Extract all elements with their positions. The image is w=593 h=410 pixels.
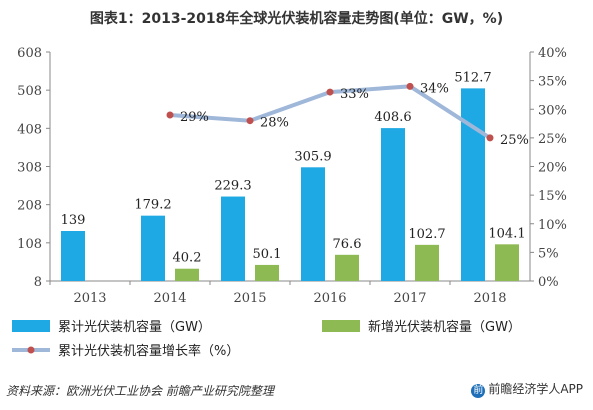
bar-new <box>255 264 279 281</box>
y-left-tick-label: 108 <box>17 237 42 252</box>
data-label-growth: 29% <box>180 110 209 125</box>
growth-point <box>406 82 414 90</box>
bar-cumulative <box>61 231 85 281</box>
y-left-tick-label: 208 <box>17 199 42 214</box>
legend: 累计光伏装机容量（GW） 新增光伏装机容量（GW） 累计光伏装机容量增长率（%） <box>12 319 521 359</box>
brand-text: 前瞻经济学人APP <box>488 382 583 396</box>
bar-new <box>415 244 439 281</box>
growth-point <box>486 134 494 142</box>
growth-point <box>246 117 254 125</box>
y-right-tick-label: 30% <box>538 103 567 118</box>
y-right-tick-label: 5% <box>538 246 559 261</box>
x-tick-label: 2017 <box>393 291 426 306</box>
y-left-tick-label: 308 <box>17 161 42 176</box>
data-label-growth: 34% <box>420 81 449 96</box>
data-label-cumulative: 179.2 <box>134 198 171 213</box>
bar-cumulative <box>301 167 325 281</box>
legend-label-growth: 累计光伏装机容量增长率（%） <box>58 343 239 359</box>
data-label-cumulative: 512.7 <box>454 70 491 85</box>
data-label-new: 104.1 <box>488 226 525 241</box>
legend-swatch-growth-marker <box>27 346 35 354</box>
chart-title: 图表1：2013-2018年全球光伏装机容量走势图(单位：GW，%) <box>89 11 504 27</box>
growth-line <box>166 82 494 142</box>
legend-label-cumulative: 累计光伏装机容量（GW） <box>58 319 211 335</box>
data-label-new: 40.2 <box>173 251 202 266</box>
bar-cumulative <box>381 128 405 281</box>
x-tick-label: 2014 <box>153 291 186 306</box>
x-tick-label: 2015 <box>233 291 266 306</box>
y-right-tick-label: 20% <box>538 161 567 176</box>
legend-swatch-new <box>322 320 360 332</box>
data-label-growth: 25% <box>500 133 529 148</box>
legend-label-new: 新增光伏装机容量（GW） <box>368 319 521 335</box>
x-tick-label: 2018 <box>473 291 506 306</box>
axes: 8 108 208 308 408 508 608 0% 5% 10% 15% 20% 25% 30% 35… <box>17 46 567 306</box>
y-right-tick-label: 15% <box>538 189 567 204</box>
bar-cumulative <box>461 88 485 281</box>
x-tick-label: 2016 <box>313 291 346 306</box>
y-left-tick-label: 508 <box>17 84 42 99</box>
data-label-cumulative: 305.9 <box>294 149 331 164</box>
data-label-new: 102.7 <box>408 227 445 242</box>
data-label-cumulative: 139 <box>61 213 86 228</box>
y-right-tick-label: 25% <box>538 132 567 147</box>
growth-point <box>326 88 334 96</box>
y-right-tick-label: 0% <box>538 275 559 290</box>
data-label-cumulative: 229.3 <box>214 179 251 194</box>
brand-mark: 前前瞻经济学人APP <box>471 380 583 398</box>
data-labels: 139 179.2 229.3 305.9 408.6 512.7 40.2 50.1 76.6… <box>61 70 529 265</box>
bar-cumulative <box>141 215 165 281</box>
legend-swatch-cumulative <box>12 320 50 332</box>
y-right-tick-label: 10% <box>538 218 567 233</box>
data-label-cumulative: 408.6 <box>374 110 411 125</box>
bar-cumulative <box>221 196 245 281</box>
data-label-new: 76.6 <box>333 237 362 252</box>
bar-new <box>335 254 359 281</box>
y-left-tick-label: 8 <box>34 275 42 290</box>
bar-new <box>495 244 519 281</box>
y-right-tick-label: 35% <box>538 75 567 90</box>
brand-logo-icon: 前 <box>471 384 486 398</box>
source-note: 资料来源：欧洲光伏工业协会 前瞻产业研究院整理 <box>6 384 274 398</box>
bars <box>61 88 519 281</box>
data-label-growth: 33% <box>340 87 369 102</box>
y-left-tick-label: 608 <box>17 46 42 61</box>
y-left-tick-label: 408 <box>17 122 42 137</box>
y-right-tick-label: 40% <box>538 46 567 61</box>
x-tick-label: 2013 <box>73 291 106 306</box>
data-label-growth: 28% <box>260 116 289 131</box>
growth-point <box>166 111 174 119</box>
data-label-new: 50.1 <box>253 247 282 262</box>
bar-new <box>175 268 199 281</box>
